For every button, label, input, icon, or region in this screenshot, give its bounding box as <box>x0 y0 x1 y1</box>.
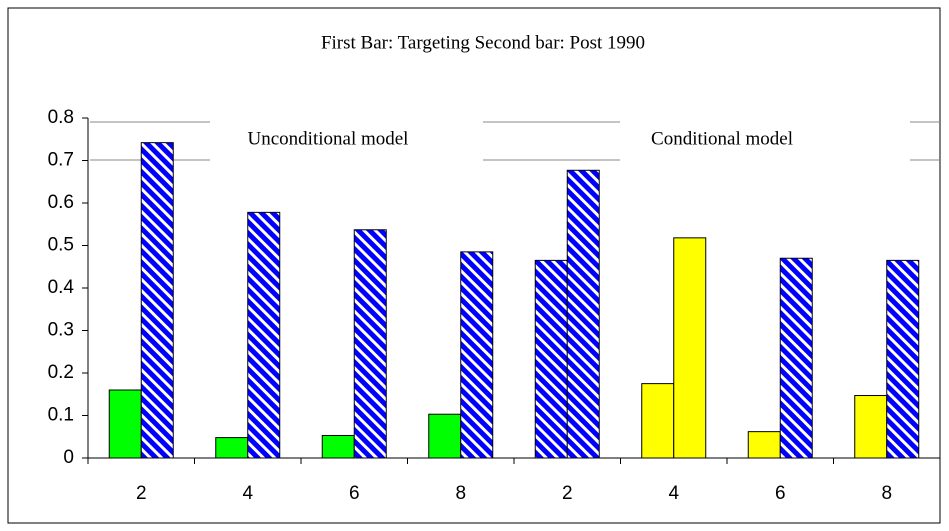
x-tick-label: 8 <box>881 483 892 504</box>
bar <box>747 431 781 459</box>
x-tick-label: 6 <box>349 483 360 504</box>
bar <box>641 383 675 459</box>
y-tick-label: 0.4 <box>48 277 75 298</box>
bar <box>886 259 920 459</box>
x-tick-label: 6 <box>775 483 786 504</box>
x-tick-label: 2 <box>562 483 573 504</box>
annotation: Conditional model <box>651 128 793 149</box>
bar <box>321 434 355 459</box>
y-tick-label: 0.3 <box>48 320 74 341</box>
y-tick-label: 0.8 <box>48 107 74 128</box>
bar <box>353 229 387 459</box>
bar <box>247 211 281 459</box>
bar <box>854 395 888 459</box>
y-tick-label: 0.6 <box>48 192 74 213</box>
bar <box>108 389 142 459</box>
bar <box>566 169 600 459</box>
bar <box>779 257 813 459</box>
bar <box>673 237 707 459</box>
x-tick-label: 2 <box>136 483 147 504</box>
y-tick-label: 0.1 <box>48 405 74 426</box>
bar <box>428 413 462 459</box>
y-tick-label: 0.2 <box>48 362 74 383</box>
y-tick-label: 0 <box>63 447 74 468</box>
y-tick-label: 0.7 <box>48 150 74 171</box>
annotation: Unconditional model <box>248 128 409 149</box>
bar <box>460 251 494 459</box>
bar <box>140 142 174 459</box>
bar <box>534 259 568 459</box>
chart-title: First Bar: Targeting Second bar: Post 19… <box>321 32 645 53</box>
x-tick-label: 4 <box>242 483 253 504</box>
x-tick-label: 4 <box>668 483 679 504</box>
bar <box>215 437 249 459</box>
y-tick-label: 0.5 <box>48 235 74 256</box>
x-tick-label: 8 <box>455 483 466 504</box>
